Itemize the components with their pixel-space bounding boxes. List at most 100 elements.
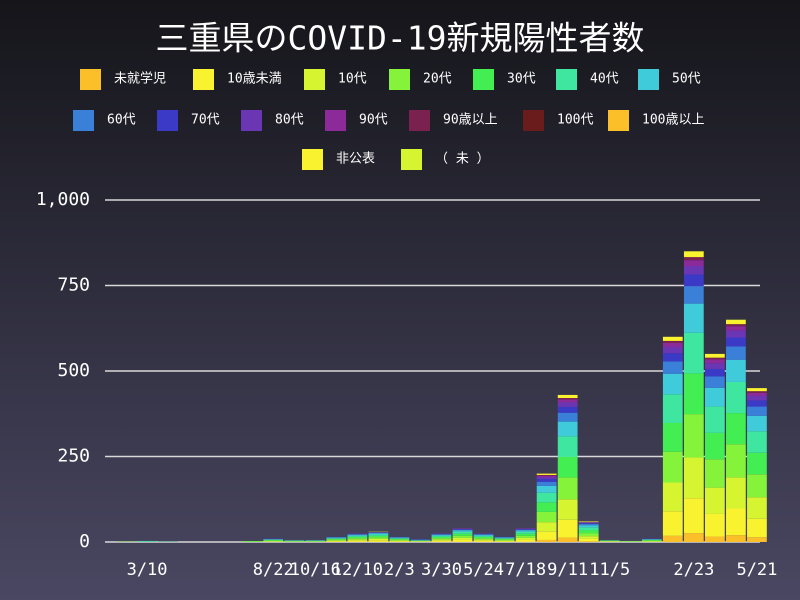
bar-segment bbox=[347, 534, 368, 536]
bar-segment bbox=[473, 535, 494, 537]
bar-segment bbox=[431, 535, 452, 537]
bar-segment bbox=[726, 326, 746, 331]
bar-segment bbox=[368, 533, 389, 535]
legend-swatch bbox=[241, 110, 262, 131]
bar-segment bbox=[326, 541, 347, 542]
bar-segment bbox=[347, 540, 368, 542]
bar-segment bbox=[494, 537, 515, 539]
bar-segment bbox=[747, 400, 767, 407]
bar-segment bbox=[641, 539, 662, 541]
bar-segment bbox=[726, 319, 746, 325]
legend-label: 90歳以上 bbox=[443, 113, 498, 128]
bar-segment bbox=[347, 539, 368, 541]
bar-segment bbox=[683, 332, 704, 374]
bar-segment bbox=[683, 457, 704, 499]
x-tick-label: 5/21 bbox=[736, 560, 777, 580]
legend-swatch bbox=[556, 69, 577, 90]
bar-segment bbox=[557, 412, 578, 422]
bar-segment bbox=[747, 395, 767, 401]
bar-segment bbox=[683, 533, 704, 542]
bar-segment bbox=[515, 533, 536, 536]
bar-segment bbox=[747, 392, 767, 396]
legend-swatch bbox=[409, 110, 430, 131]
legend-swatch bbox=[473, 69, 494, 90]
bar-segment bbox=[431, 538, 452, 540]
bar-segment bbox=[557, 477, 578, 500]
bar-segment bbox=[431, 539, 452, 541]
bar-segment bbox=[662, 347, 683, 354]
bar-segment bbox=[242, 541, 263, 542]
bar-segment bbox=[578, 523, 599, 524]
bar-segment bbox=[473, 539, 494, 541]
bar-segment bbox=[473, 536, 494, 539]
bar-segment bbox=[389, 540, 410, 542]
bar-segment bbox=[326, 538, 347, 540]
x-tick-label: 11/5 bbox=[589, 560, 630, 580]
bar-segment bbox=[347, 535, 368, 537]
y-tick-label: 1,000 bbox=[36, 189, 90, 210]
bar-segment bbox=[536, 475, 557, 478]
bar-segment bbox=[747, 497, 767, 519]
bar-segment bbox=[578, 538, 599, 542]
bar-segment bbox=[683, 414, 704, 458]
bar-segment bbox=[431, 534, 452, 535]
legend-label: 90代 bbox=[359, 113, 388, 128]
bar-segment bbox=[726, 381, 746, 414]
bar-segment bbox=[557, 519, 578, 538]
bar-segment bbox=[747, 391, 767, 393]
x-tick-label: 7/18 bbox=[505, 560, 546, 580]
legend-swatch bbox=[73, 110, 94, 131]
bar-segment bbox=[662, 340, 683, 343]
bar-segment bbox=[452, 539, 473, 542]
legend-label: 100代 bbox=[557, 113, 593, 128]
bar-segment bbox=[726, 444, 746, 478]
bar-segment bbox=[368, 537, 389, 539]
bar-segment bbox=[578, 541, 599, 542]
bar-segment bbox=[557, 394, 578, 399]
bar-segment bbox=[704, 406, 725, 433]
chart-title: 三重県のCOVID-19新規陽性者数 bbox=[156, 19, 645, 58]
bar-segment bbox=[747, 537, 767, 542]
bar-segment bbox=[662, 422, 683, 452]
bar-segment bbox=[536, 473, 557, 475]
x-tick-label: 3/10 bbox=[127, 560, 168, 580]
bar-segment bbox=[704, 357, 725, 360]
bar-segment bbox=[494, 538, 515, 540]
bar-segment bbox=[557, 421, 578, 437]
bar-segment bbox=[704, 459, 725, 488]
legend-swatch bbox=[157, 110, 178, 131]
bar-segment bbox=[747, 388, 767, 392]
legend-swatch bbox=[325, 110, 346, 131]
bar-segment bbox=[726, 508, 746, 536]
bar-segment bbox=[452, 533, 473, 536]
bar-segment bbox=[578, 536, 599, 539]
bar-segment bbox=[578, 523, 599, 526]
bar-segment bbox=[368, 540, 389, 542]
bar-segment bbox=[704, 536, 725, 542]
legend-label: 20代 bbox=[423, 72, 452, 87]
bar-segment bbox=[578, 527, 599, 531]
bar-segment bbox=[368, 538, 389, 541]
bar-segment bbox=[662, 394, 683, 423]
x-tick-label: 5/24 bbox=[463, 560, 504, 580]
bar-segment bbox=[368, 532, 389, 534]
bar-segment bbox=[452, 530, 473, 532]
bar-segment bbox=[494, 541, 515, 542]
legend-label: 10歳未満 bbox=[227, 72, 282, 87]
bar-segment bbox=[494, 540, 515, 542]
bar-segment bbox=[578, 522, 599, 524]
bar-segment bbox=[536, 477, 557, 480]
legend-label: 非公表 bbox=[336, 152, 375, 167]
bar-segment bbox=[747, 431, 767, 453]
bar-segment bbox=[515, 535, 536, 538]
legend-label: 未就学児 bbox=[114, 71, 166, 87]
bar-segment bbox=[515, 530, 536, 532]
x-tick-label: 9/11 bbox=[547, 560, 588, 580]
legend-label: 40代 bbox=[590, 72, 619, 87]
bar-segment bbox=[347, 534, 368, 535]
bar-segment bbox=[473, 534, 494, 536]
bar-segment bbox=[389, 539, 410, 541]
bar-segment bbox=[431, 534, 452, 536]
bar-segment bbox=[726, 346, 746, 360]
